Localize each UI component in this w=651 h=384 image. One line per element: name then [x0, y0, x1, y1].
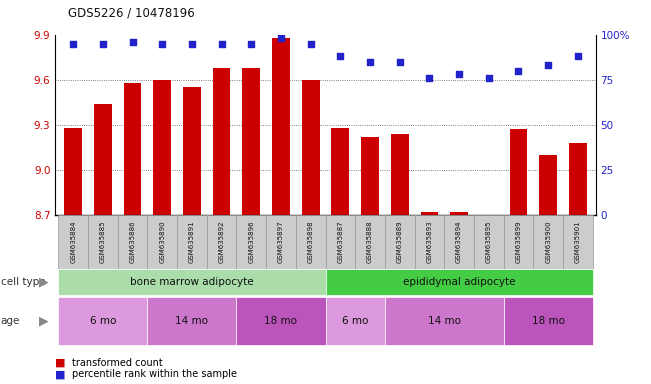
Point	[276, 35, 286, 41]
Bar	[385, 297, 504, 344]
Text: percentile rank within the sample: percentile rank within the sample	[72, 369, 236, 379]
Point	[157, 41, 167, 47]
Bar	[118, 215, 147, 269]
Text: GSM635889: GSM635889	[396, 220, 403, 263]
Bar	[183, 87, 201, 215]
Bar	[450, 212, 468, 215]
Text: epididymal adipocyte: epididymal adipocyte	[403, 277, 516, 287]
Point	[395, 58, 405, 65]
Point	[187, 41, 197, 47]
Bar	[331, 128, 349, 215]
Point	[454, 71, 464, 77]
Text: GSM635892: GSM635892	[219, 221, 225, 263]
Text: GSM635885: GSM635885	[100, 221, 106, 263]
Point	[216, 41, 227, 47]
Bar	[236, 215, 266, 269]
Bar	[415, 215, 444, 269]
Bar	[385, 215, 415, 269]
Text: GSM635894: GSM635894	[456, 221, 462, 263]
Text: ■: ■	[55, 358, 66, 368]
Bar	[147, 215, 177, 269]
Text: GSM635886: GSM635886	[130, 220, 135, 263]
Point	[365, 58, 375, 65]
Bar	[444, 215, 474, 269]
Text: GSM635896: GSM635896	[248, 220, 255, 263]
Bar	[213, 68, 230, 215]
Bar	[326, 215, 355, 269]
Bar	[504, 297, 592, 344]
Text: GSM635884: GSM635884	[70, 221, 76, 263]
Text: GSM635899: GSM635899	[516, 220, 521, 263]
Text: age: age	[1, 316, 20, 326]
Text: ▶: ▶	[40, 276, 49, 289]
Bar	[569, 143, 587, 215]
Bar	[510, 129, 527, 215]
Text: 14 mo: 14 mo	[175, 316, 208, 326]
Bar	[236, 297, 326, 344]
Text: GDS5226 / 10478196: GDS5226 / 10478196	[68, 6, 195, 19]
Text: 6 mo: 6 mo	[342, 316, 368, 326]
Point	[68, 41, 78, 47]
Bar	[88, 215, 118, 269]
Bar	[539, 155, 557, 215]
Text: GSM635900: GSM635900	[545, 220, 551, 263]
Point	[543, 62, 553, 68]
Point	[128, 39, 138, 45]
Text: 18 mo: 18 mo	[264, 316, 298, 326]
Point	[424, 75, 435, 81]
Bar	[177, 215, 207, 269]
Bar	[59, 269, 326, 295]
Bar	[64, 128, 82, 215]
Text: bone marrow adipocyte: bone marrow adipocyte	[130, 277, 254, 287]
Text: GSM635897: GSM635897	[278, 220, 284, 263]
Bar	[361, 137, 379, 215]
Bar	[421, 212, 438, 215]
Bar	[296, 215, 326, 269]
Text: GSM635888: GSM635888	[367, 220, 373, 263]
Point	[335, 53, 346, 59]
Bar	[326, 297, 385, 344]
Bar	[355, 215, 385, 269]
Bar	[59, 215, 88, 269]
Text: ▶: ▶	[40, 314, 49, 327]
Text: GSM635898: GSM635898	[308, 220, 314, 263]
Point	[484, 75, 494, 81]
Bar	[326, 269, 592, 295]
Text: ■: ■	[55, 369, 66, 379]
Point	[573, 53, 583, 59]
Bar	[153, 80, 171, 215]
Text: GSM635890: GSM635890	[159, 220, 165, 263]
Bar	[563, 215, 592, 269]
Text: 6 mo: 6 mo	[90, 316, 116, 326]
Bar	[94, 104, 112, 215]
Point	[513, 68, 523, 74]
Text: transformed count: transformed count	[72, 358, 162, 368]
Point	[98, 41, 108, 47]
Point	[246, 41, 256, 47]
Bar	[302, 80, 320, 215]
Bar	[504, 215, 533, 269]
Text: cell type: cell type	[1, 277, 46, 287]
Bar	[124, 83, 141, 215]
Bar	[391, 134, 409, 215]
Bar	[272, 38, 290, 215]
Text: GSM635893: GSM635893	[426, 220, 432, 263]
Text: GSM635891: GSM635891	[189, 220, 195, 263]
Text: 14 mo: 14 mo	[428, 316, 461, 326]
Bar	[147, 297, 236, 344]
Text: GSM635901: GSM635901	[575, 220, 581, 263]
Text: GSM635887: GSM635887	[337, 220, 343, 263]
Text: 18 mo: 18 mo	[532, 316, 564, 326]
Bar	[59, 297, 147, 344]
Bar	[266, 215, 296, 269]
Bar	[474, 215, 504, 269]
Text: GSM635895: GSM635895	[486, 221, 492, 263]
Bar	[533, 215, 563, 269]
Bar	[207, 215, 236, 269]
Point	[305, 41, 316, 47]
Bar	[242, 68, 260, 215]
